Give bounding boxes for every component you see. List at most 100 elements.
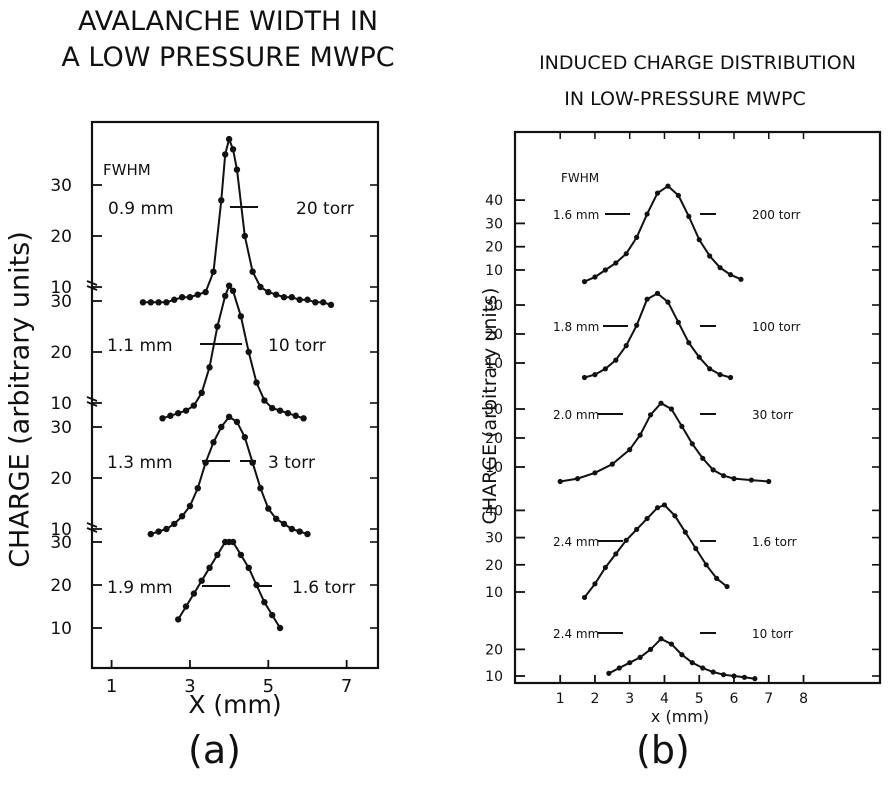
panel-a-data-point bbox=[229, 538, 237, 546]
panel-b-series-line bbox=[583, 503, 728, 599]
panel-b-y-tick-label: 10 bbox=[485, 669, 503, 685]
panel-b-data-point bbox=[658, 636, 664, 642]
panel-b-y-tick-label: 20 bbox=[485, 327, 503, 343]
panel-a-data-point bbox=[147, 530, 154, 538]
panel-a-data-point bbox=[171, 520, 178, 528]
panel-a-data-point bbox=[214, 323, 221, 330]
panel-b-data-point bbox=[623, 537, 629, 543]
panel-b-fwhm-value: 1.6 mm bbox=[553, 208, 599, 222]
panel-a-data-point bbox=[265, 505, 272, 512]
panel-b-data-point bbox=[581, 374, 588, 381]
panel-a-data-point bbox=[296, 296, 303, 303]
panel-b-x-tick-label: 7 bbox=[764, 691, 773, 707]
panel-a-data-point bbox=[186, 294, 194, 301]
panel-a-axis-break bbox=[86, 527, 98, 533]
panel-b-data-point bbox=[581, 594, 588, 601]
panel-b-y-tick-label: 20 bbox=[485, 558, 503, 574]
panel-a-axis-break bbox=[86, 396, 98, 402]
panel-a-data-point bbox=[233, 166, 241, 173]
panel-a-data-point bbox=[304, 296, 311, 303]
panel-b-data-point bbox=[557, 478, 563, 485]
panel-b-data-point bbox=[661, 502, 668, 508]
panel-b-data-point bbox=[613, 260, 619, 266]
panel-a-data-point bbox=[206, 364, 213, 371]
panel-a-data-point bbox=[222, 151, 229, 158]
panel-a-data-point bbox=[319, 299, 327, 306]
panel-b-data-point bbox=[644, 296, 650, 302]
panel-a-data-point bbox=[284, 410, 292, 417]
panel-a-y-tick-label: 30 bbox=[50, 292, 72, 312]
panel-a-data-point bbox=[190, 590, 198, 597]
panel-b-data-point bbox=[720, 672, 727, 678]
panel-b-x-tick-label: 2 bbox=[590, 691, 599, 707]
panel-a-data-point bbox=[241, 232, 248, 240]
panel-a-data-point bbox=[288, 294, 296, 301]
panel-a-x-tick-label: 1 bbox=[106, 676, 117, 697]
panel-b-data-point bbox=[623, 343, 629, 349]
panel-a-data-point bbox=[198, 577, 205, 584]
panel-b-series-line bbox=[584, 292, 731, 379]
panel-b-data-point bbox=[658, 400, 664, 406]
panel-b-data-point bbox=[644, 211, 650, 217]
panel-b-fwhm-label: FWHM bbox=[561, 171, 599, 185]
panel-b-data-point bbox=[689, 441, 695, 447]
panel-b-data-point bbox=[700, 455, 706, 461]
panel-a-data-point bbox=[280, 520, 288, 528]
panel-b-data-point bbox=[668, 641, 675, 647]
panel-b-y-tick-label: 30 bbox=[485, 298, 503, 314]
panel-b-x-tick-label: 8 bbox=[799, 691, 808, 707]
panel-b-data-point bbox=[634, 234, 640, 240]
panel-b-data-point bbox=[731, 476, 737, 482]
panel-a-fwhm-value: 1.3 mm bbox=[107, 453, 173, 473]
panel-b-data-point bbox=[752, 676, 758, 682]
panel-b-y-tick-label: 10 bbox=[485, 263, 503, 279]
panel-b-data-point bbox=[668, 406, 675, 412]
panel-b-data-point bbox=[703, 562, 709, 568]
panel-b-data-point bbox=[581, 279, 588, 285]
panel-a-x-tick-label: 7 bbox=[341, 676, 352, 697]
panel-b-data-point bbox=[592, 581, 598, 587]
panel-b-y-tick-label: 10 bbox=[485, 585, 503, 601]
panel-a-x-tick-label: 5 bbox=[263, 676, 274, 697]
panel-a-x-tick-label: 3 bbox=[184, 676, 195, 697]
panel-a-data-point bbox=[276, 407, 284, 414]
panel-a-data-point bbox=[194, 291, 201, 298]
panel-a-data-point bbox=[261, 599, 268, 606]
panel-b-data-point bbox=[679, 652, 685, 658]
panel-b-data-point bbox=[672, 513, 678, 519]
panel-b-data-point bbox=[616, 665, 622, 671]
panel-a-fwhm-value: 1.9 mm bbox=[107, 578, 173, 598]
panel-a-data-point bbox=[178, 513, 186, 520]
panel-b-data-point bbox=[727, 272, 734, 278]
panel-a-data-point bbox=[155, 299, 162, 306]
panel-a-fwhm-value: 0.9 mm bbox=[108, 199, 174, 219]
panel-b-data-point bbox=[696, 354, 702, 360]
panel-b-fwhm-value: 2.0 mm bbox=[553, 408, 599, 422]
panel-a-series-label: 3 torr bbox=[268, 453, 315, 473]
panel-b-fwhm-value: 1.8 mm bbox=[553, 320, 599, 334]
panel-b-data-point bbox=[637, 654, 643, 660]
panel-b-series-label: 100 torr bbox=[752, 320, 800, 334]
panel-b-data-point bbox=[606, 670, 612, 676]
panel-b-y-tick-label: 20 bbox=[485, 431, 503, 447]
panel-b-x-tick-label: 6 bbox=[730, 691, 739, 707]
panel-b-data-point bbox=[679, 423, 685, 429]
panel-b-label: (b) bbox=[636, 728, 690, 772]
panel-b-data-point bbox=[602, 267, 608, 273]
panel-b-x-tick-label: 4 bbox=[660, 691, 669, 707]
panel-a-y-tick-label: 30 bbox=[50, 176, 72, 196]
panel-b-data-point bbox=[696, 237, 702, 243]
panel-b-series-label: 10 torr bbox=[752, 627, 793, 641]
panel-a-y-tick-label: 20 bbox=[50, 469, 72, 489]
panel-a-y-tick-label: 20 bbox=[50, 227, 72, 247]
panel-b-data-point bbox=[637, 432, 643, 438]
panel-a-data-point bbox=[163, 525, 170, 533]
panel-a-data-point bbox=[229, 146, 237, 153]
panel-a-series-label: 10 torr bbox=[268, 336, 326, 356]
panel-b-data-point bbox=[710, 467, 716, 473]
panel-a-data-point bbox=[233, 418, 241, 426]
panel-a-data-point bbox=[225, 135, 233, 143]
panel-a-y-tick-label: 30 bbox=[50, 418, 72, 438]
panel-b-data-point bbox=[686, 213, 692, 220]
